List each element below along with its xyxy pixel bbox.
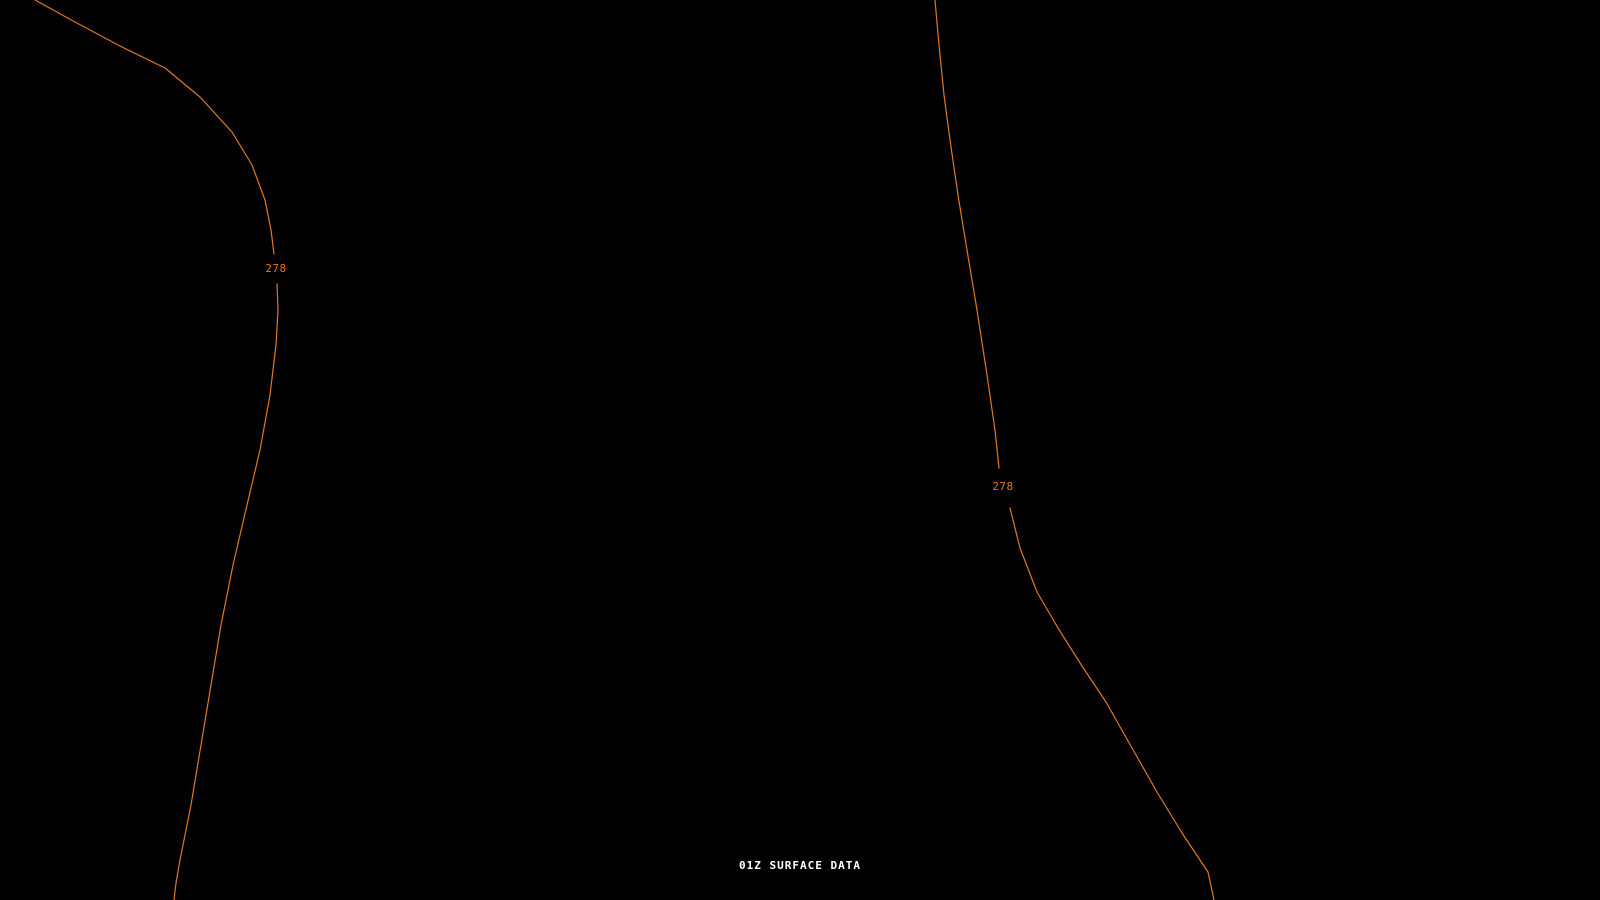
contour-label: 278 bbox=[992, 480, 1013, 493]
contour-line bbox=[934, 0, 1000, 469]
contour-line bbox=[1009, 507, 1215, 900]
contour-line bbox=[173, 283, 279, 900]
caption-text: 01Z SURFACE DATA bbox=[739, 859, 861, 872]
contour-line bbox=[34, 0, 275, 255]
contour-label: 278 bbox=[265, 262, 286, 275]
